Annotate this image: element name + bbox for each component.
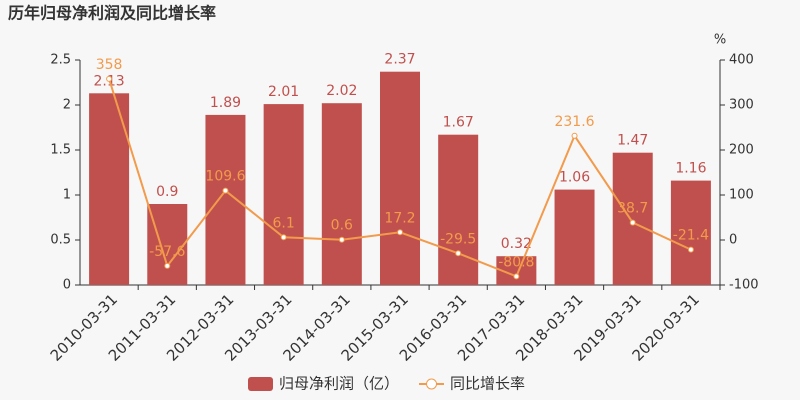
y-tick-label: 2: [63, 98, 71, 113]
chart-title: 历年归母净利润及同比增长率: [8, 4, 216, 23]
bar: [438, 134, 479, 285]
line-label: 0.6: [331, 218, 353, 234]
line-point: [222, 187, 229, 194]
line-point: [164, 262, 171, 269]
y2-tick-label: 100: [729, 188, 754, 203]
y-tick-label: 0.5: [50, 233, 71, 248]
bar-label: 1.47: [617, 133, 648, 149]
bar-label: 1.06: [559, 170, 590, 186]
bar: [380, 71, 420, 285]
line-label: -57.6: [149, 244, 185, 260]
bar-label: 0.32: [501, 236, 532, 252]
bar-label: 1.67: [443, 115, 474, 131]
line-label: 358: [96, 57, 123, 73]
bar: [670, 180, 711, 285]
legend-label: 归母净利润（亿）: [279, 375, 399, 393]
line-point: [280, 234, 287, 241]
line-point: [687, 246, 694, 253]
bar-label: 2.37: [384, 52, 415, 68]
line-label: -29.5: [440, 231, 476, 247]
y-tick-label: 1: [63, 188, 71, 203]
y2-tick-label: 0: [729, 233, 737, 248]
legend-swatch: [248, 377, 273, 391]
line-label: 231.6: [554, 114, 594, 130]
bar-label: 2.01: [268, 84, 299, 100]
bar: [205, 114, 246, 286]
line-point: [455, 250, 462, 257]
line-point: [397, 229, 403, 236]
y2-tick-label: 400: [729, 53, 754, 68]
bar: [89, 93, 130, 285]
y-tick-label: 2.5: [50, 53, 71, 68]
line-point: [571, 132, 578, 139]
bar: [147, 204, 188, 285]
bar-label: 1.89: [210, 95, 241, 111]
line-point: [338, 236, 345, 243]
bar: [321, 103, 362, 285]
bar: [263, 104, 304, 285]
bar-label: 2.02: [326, 83, 357, 99]
line-label: 6.1: [273, 215, 295, 231]
y2-axis-label: %: [714, 33, 726, 48]
bar: [554, 189, 595, 285]
legend-label: 同比增长率: [450, 375, 525, 393]
y-tick-label: 1.5: [50, 143, 71, 158]
legend-swatch: [426, 378, 438, 390]
bar: [612, 152, 653, 285]
bar-label: 0.9: [156, 184, 178, 200]
line-label: 109.6: [205, 169, 245, 185]
line-label: -21.4: [673, 228, 709, 244]
line-point: [629, 219, 636, 226]
bar-label: 1.16: [675, 161, 706, 177]
y2-tick-label: 200: [729, 143, 754, 158]
y2-tick-label: 300: [729, 98, 754, 113]
line-label: 17.2: [384, 210, 415, 226]
y-tick-label: 0: [63, 278, 71, 293]
line-point: [513, 273, 520, 280]
line-point: [106, 75, 113, 82]
line-label: 38.7: [617, 201, 648, 217]
y2-tick-label: -100: [729, 278, 759, 293]
line-label: -80.8: [498, 254, 534, 270]
